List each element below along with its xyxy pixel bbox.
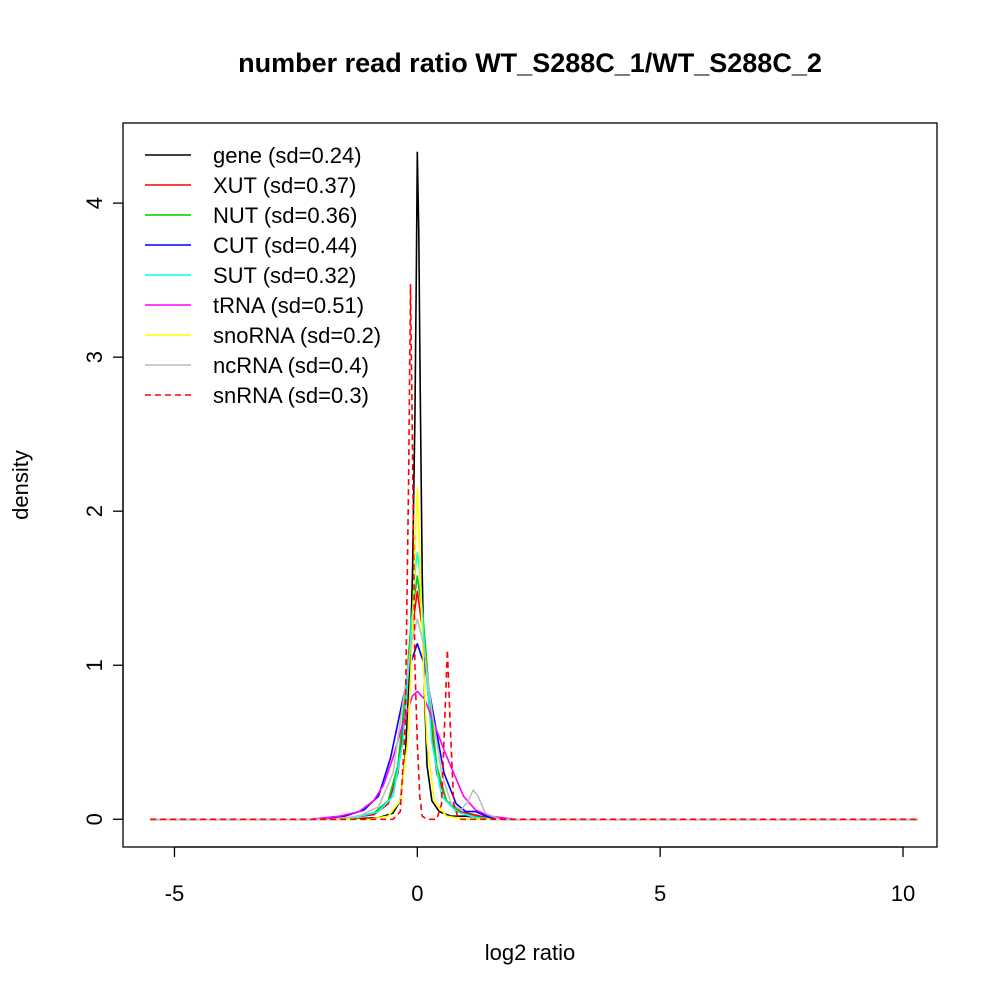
legend-label-0: gene (sd=0.24) bbox=[213, 143, 362, 168]
series-line-2 bbox=[150, 575, 918, 821]
y-tick-label-3: 3 bbox=[82, 351, 107, 363]
series-line-8 bbox=[150, 283, 918, 821]
legend-label-3: CUT (sd=0.44) bbox=[213, 233, 357, 258]
y-axis-label: density bbox=[8, 450, 33, 520]
y-tick-label-2: 2 bbox=[82, 505, 107, 517]
x-axis-label: log2 ratio bbox=[485, 940, 576, 965]
y-tick-label-0: 0 bbox=[82, 813, 107, 825]
axes-layer: -5 0 5 10 0 1 2 3 4 bbox=[82, 197, 915, 906]
series-line-5 bbox=[150, 690, 918, 821]
legend-label-4: SUT (sd=0.32) bbox=[213, 263, 356, 288]
y-tick-label-4: 4 bbox=[82, 197, 107, 209]
series-line-7 bbox=[150, 618, 918, 821]
legend-label-5: tRNA (sd=0.51) bbox=[213, 293, 364, 318]
x-tick-label-3: 10 bbox=[891, 881, 915, 906]
legend-label-8: snRNA (sd=0.3) bbox=[213, 383, 369, 408]
x-tick-label-2: 5 bbox=[654, 881, 666, 906]
x-tick-label-1: 0 bbox=[411, 881, 423, 906]
chart-title: number read ratio WT_S288C_1/WT_S288C_2 bbox=[238, 48, 822, 78]
x-tick-label-0: -5 bbox=[165, 881, 185, 906]
legend: gene (sd=0.24) XUT (sd=0.37) NUT (sd=0.36)… bbox=[145, 143, 381, 408]
legend-label-6: snoRNA (sd=0.2) bbox=[213, 323, 381, 348]
y-tick-label-1: 1 bbox=[82, 659, 107, 671]
series-layer bbox=[150, 151, 918, 821]
series-line-6 bbox=[150, 487, 918, 821]
series-line-1 bbox=[150, 590, 918, 821]
legend-label-1: XUT (sd=0.37) bbox=[213, 173, 356, 198]
series-line-4 bbox=[150, 552, 918, 821]
series-line-3 bbox=[150, 642, 918, 821]
legend-label-7: ncRNA (sd=0.4) bbox=[213, 353, 369, 378]
plot-frame bbox=[122, 122, 938, 848]
legend-label-2: NUT (sd=0.36) bbox=[213, 203, 357, 228]
